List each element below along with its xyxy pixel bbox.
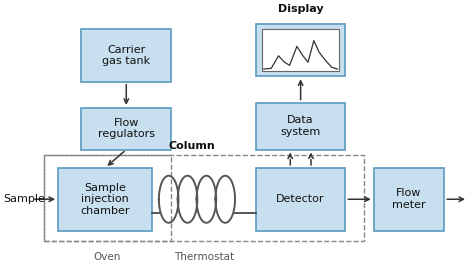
Text: Oven: Oven	[94, 252, 121, 261]
FancyBboxPatch shape	[262, 29, 339, 71]
Text: Detector: Detector	[276, 194, 325, 204]
FancyBboxPatch shape	[374, 168, 444, 231]
Text: Carrier
gas tank: Carrier gas tank	[102, 45, 150, 66]
Text: Data
system: Data system	[281, 115, 321, 137]
FancyBboxPatch shape	[256, 102, 346, 149]
Bar	[44, 155, 364, 241]
Text: Sample
injection
chamber: Sample injection chamber	[80, 183, 130, 216]
Bar	[44, 155, 171, 241]
FancyBboxPatch shape	[82, 108, 171, 149]
FancyBboxPatch shape	[256, 24, 346, 76]
Text: Column: Column	[169, 141, 216, 151]
Text: Flow
meter: Flow meter	[392, 188, 426, 210]
Text: Display: Display	[278, 4, 323, 14]
Text: Thermostat: Thermostat	[174, 252, 234, 261]
FancyBboxPatch shape	[82, 29, 171, 82]
Text: Sample: Sample	[4, 194, 46, 204]
Text: Flow
regulators: Flow regulators	[98, 118, 155, 139]
FancyBboxPatch shape	[58, 168, 152, 231]
FancyBboxPatch shape	[256, 168, 346, 231]
